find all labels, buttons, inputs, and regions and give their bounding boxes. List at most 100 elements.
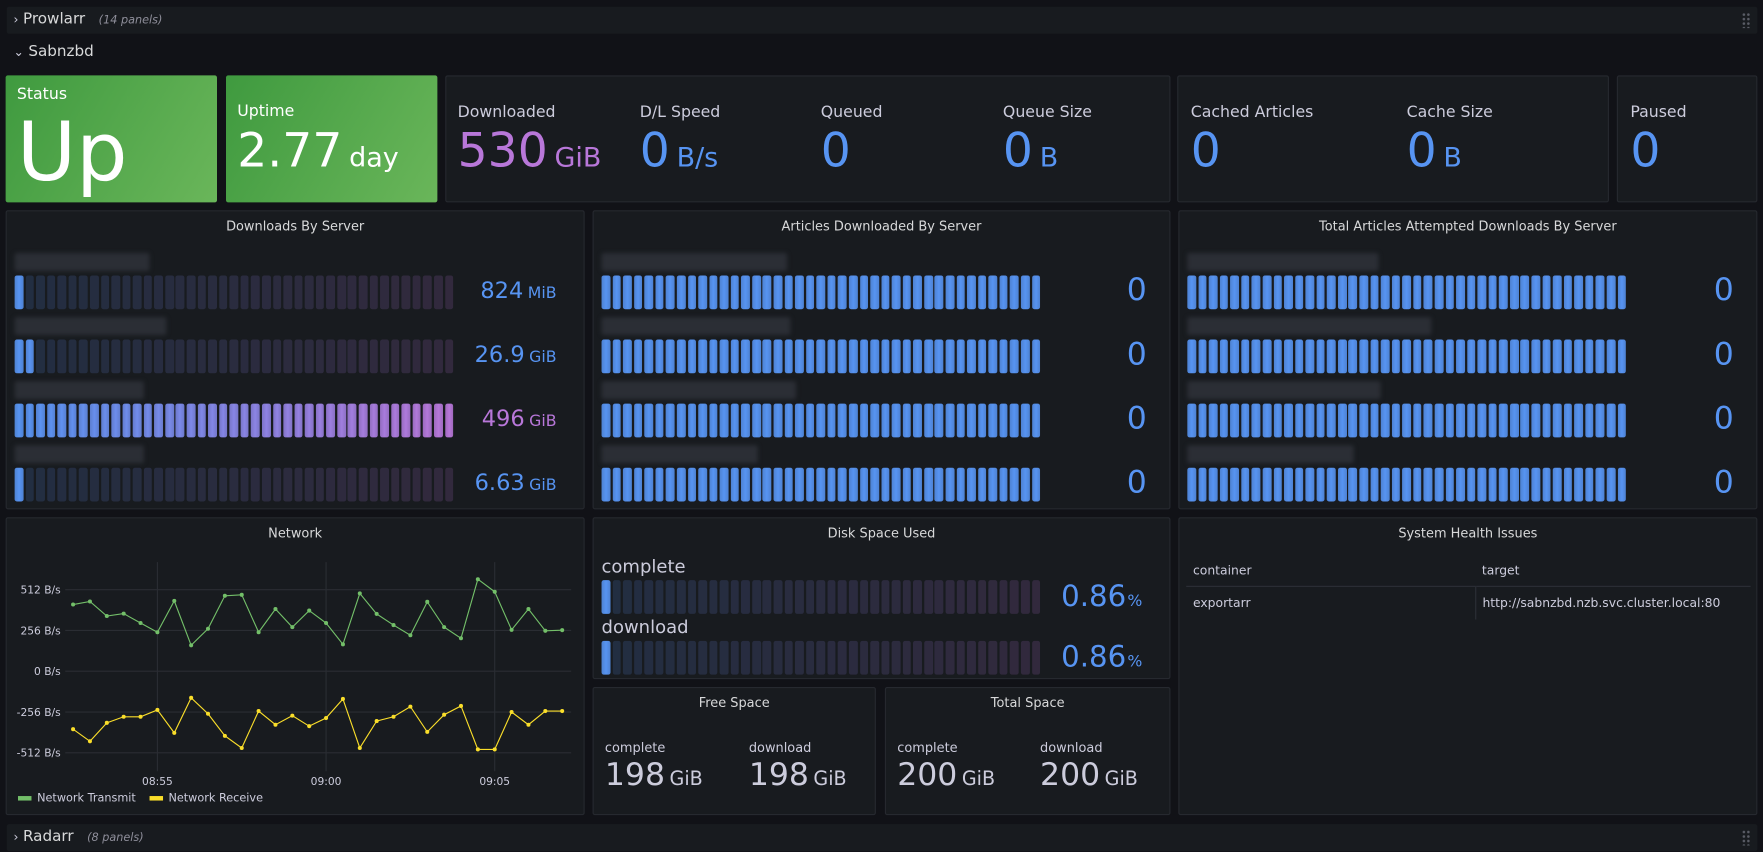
gauge-cell [838,275,847,310]
gauge-value: 0 [1127,335,1147,372]
column-header-container[interactable]: container [1192,563,1252,579]
total-download-value: 200 [1040,755,1101,793]
gauge-cell [676,275,686,310]
transmit-point [121,611,126,616]
gauge-value-number: 0 [1126,335,1147,373]
free-complete-unit: GiB [669,767,703,791]
gauge-cell [1552,275,1562,310]
queue-size-unit: B [1039,141,1059,174]
gauge-cell [1445,339,1454,374]
gauge-cell [208,467,217,502]
redacted-server-name [601,317,791,336]
gauge-cell [326,275,336,310]
gauge-cell [902,339,912,374]
gauge-cell [1456,403,1465,438]
gauge-cell [100,467,110,502]
gauge-cell [1370,467,1379,502]
gauge-cell [762,580,772,614]
status-panel: Status Up [5,75,218,203]
gauge-cell [752,640,761,675]
gauge-cell [1531,275,1541,310]
disk-value: 0.86% [1061,641,1142,675]
gauge-cell [337,275,346,310]
column-header-target[interactable]: target [1481,563,1520,579]
gauge-cell [1434,403,1444,438]
gauge-cell [100,275,110,310]
y-tick-label: 256 B/s [20,624,61,637]
network-chart[interactable]: 512 B/s 256 B/s 0 B/s -256 B/s -512 B/s 08:55… [7,518,585,815]
gauge-cell [122,275,131,310]
gauge-cell [197,339,207,374]
gauge-cell [924,580,933,614]
gauge-cell [315,403,325,438]
legend-item[interactable]: Network Transmit [17,793,136,805]
gauge-cell [1337,339,1347,374]
gauge-cell [709,467,718,502]
gauge-value: 0 [1127,399,1147,436]
gauge-cell [1187,403,1196,438]
gauge-cell [1294,467,1304,502]
row-title[interactable]: Prowlarr [22,10,86,29]
transmit-point [340,642,345,647]
gauge-cell [337,403,346,438]
gauge-cell [175,339,185,374]
gauge-value-number: 0 [1713,335,1734,373]
disk-value-number: 0.86 [1061,640,1127,675]
gauge-cell [165,403,174,438]
gauge-cell [687,339,697,374]
disk-label: download [601,616,689,638]
gauge-cell [218,467,228,502]
gauge-cell [1574,275,1584,310]
row-title[interactable]: Radarr [22,827,74,846]
receive-line [72,696,563,750]
drag-handle-icon[interactable] [1741,12,1751,29]
chevron-right-icon: › [13,829,19,845]
gauge-cell [1563,339,1573,374]
cached-articles-title: Cached Articles [1190,103,1314,122]
total-space-panel: Total Space complete 200 GiB download 200… [884,686,1171,816]
gauge-cell [848,275,858,310]
gauge-cell [433,403,443,438]
gauge-cell [687,275,697,310]
legend-label: Network Receive [168,792,263,806]
gauge-cell [730,339,740,374]
row-radarr[interactable]: › Radarr (8 panels) [6,824,1758,852]
gauge-cell [401,339,411,374]
gauge-value-number: 0 [1713,399,1734,437]
gauge-cell [848,403,858,438]
gauge-cell [1316,339,1325,374]
receive-point [492,747,497,752]
drag-handle-icon[interactable] [1741,829,1751,846]
gauge-cell [143,339,153,374]
gauge-value-number: 6.63 [474,468,525,496]
free-download-label: download [748,739,812,756]
gauge-value-number: 0 [1126,270,1147,309]
gauge-cell [709,640,718,675]
gauge-cell [762,403,772,438]
transmit-point [492,589,497,594]
transmit-point [324,620,329,626]
row-prowlarr[interactable]: › Prowlarr (14 panels) [6,6,1758,34]
gauge-cell [1010,403,1019,438]
cache-size-title: Cache Size [1406,103,1493,122]
gauge-cell [784,467,793,502]
gauge-cell [1359,339,1368,374]
gauge-cell [25,467,34,502]
queued-title: Queued [820,103,883,122]
row-sabnzbd[interactable]: ⌄ Sabnzbd [13,43,93,61]
gauge-cell [999,403,1008,438]
gauge-cell [358,275,368,310]
gauge-cell [1477,403,1487,438]
gauge-cell [816,640,826,675]
gauge-cell [902,580,912,614]
gauge-cell [390,403,400,438]
status-title: Status [16,85,68,104]
legend-item[interactable]: Network Receive [149,793,263,805]
gauge-cell [261,339,271,374]
total-download-label: download [1040,739,1103,756]
gauge-cell [1423,403,1433,438]
chevron-down-icon: ⌄ [13,44,24,60]
gauge-cell [891,580,901,614]
disk-value-unit: % [1127,592,1143,611]
